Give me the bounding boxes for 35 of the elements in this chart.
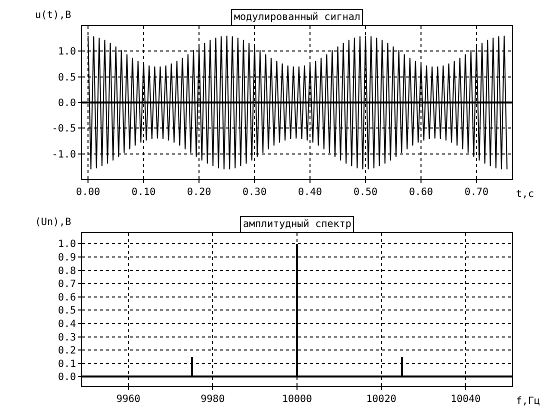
y-axis-title: u(t),В bbox=[35, 10, 72, 21]
x-tick-label: 0.00 bbox=[76, 187, 100, 198]
x-tick-label: 10040 bbox=[450, 394, 481, 405]
x-tick-label: 10020 bbox=[366, 394, 396, 405]
x-axis-title: t,c bbox=[516, 189, 534, 200]
x-tick-label: 0.10 bbox=[132, 187, 156, 198]
y-tick-label: 0.0 bbox=[58, 372, 76, 384]
x-tick-label: 9980 bbox=[200, 394, 225, 405]
y-tick-label: 0.0 bbox=[58, 98, 76, 109]
x-tick-label: 0.20 bbox=[187, 187, 212, 198]
x-tick-label: 0.40 bbox=[298, 187, 322, 198]
y-tick-label: 0.8 bbox=[58, 266, 76, 277]
x-tick-label: 10000 bbox=[282, 394, 312, 405]
y-tick-label: 0.5 bbox=[58, 72, 76, 84]
y-tick-label: -1.0 bbox=[52, 149, 76, 160]
x-tick-label: 0.30 bbox=[242, 187, 267, 198]
x-axis-title: f,Гц bbox=[516, 396, 540, 407]
y-tick-label: 0.7 bbox=[58, 279, 76, 290]
x-tick-label: 9960 bbox=[116, 394, 140, 405]
y-tick-label: 0.2 bbox=[58, 346, 76, 357]
x-tick-label: 0.70 bbox=[464, 187, 489, 198]
y-tick-label: 1.0 bbox=[58, 239, 76, 250]
y-tick-label: 0.6 bbox=[58, 292, 76, 304]
y-tick-label: 0.3 bbox=[58, 332, 76, 344]
y-tick-label: 1.0 bbox=[58, 46, 76, 58]
y-tick-label: 0.9 bbox=[58, 252, 76, 264]
chart-title: амплитудный спектр bbox=[243, 219, 352, 230]
y-tick-label: -0.5 bbox=[52, 124, 76, 135]
y-tick-label: 0.1 bbox=[58, 358, 76, 370]
y-axis-title: (Un),В bbox=[35, 217, 72, 228]
chart-title: модулированный сигнал bbox=[234, 12, 360, 23]
y-tick-label: 0.4 bbox=[58, 318, 76, 330]
y-tick-label: 0.5 bbox=[58, 306, 76, 317]
x-tick-label: 0.60 bbox=[408, 187, 434, 198]
x-tick-label: 0.50 bbox=[353, 187, 378, 198]
